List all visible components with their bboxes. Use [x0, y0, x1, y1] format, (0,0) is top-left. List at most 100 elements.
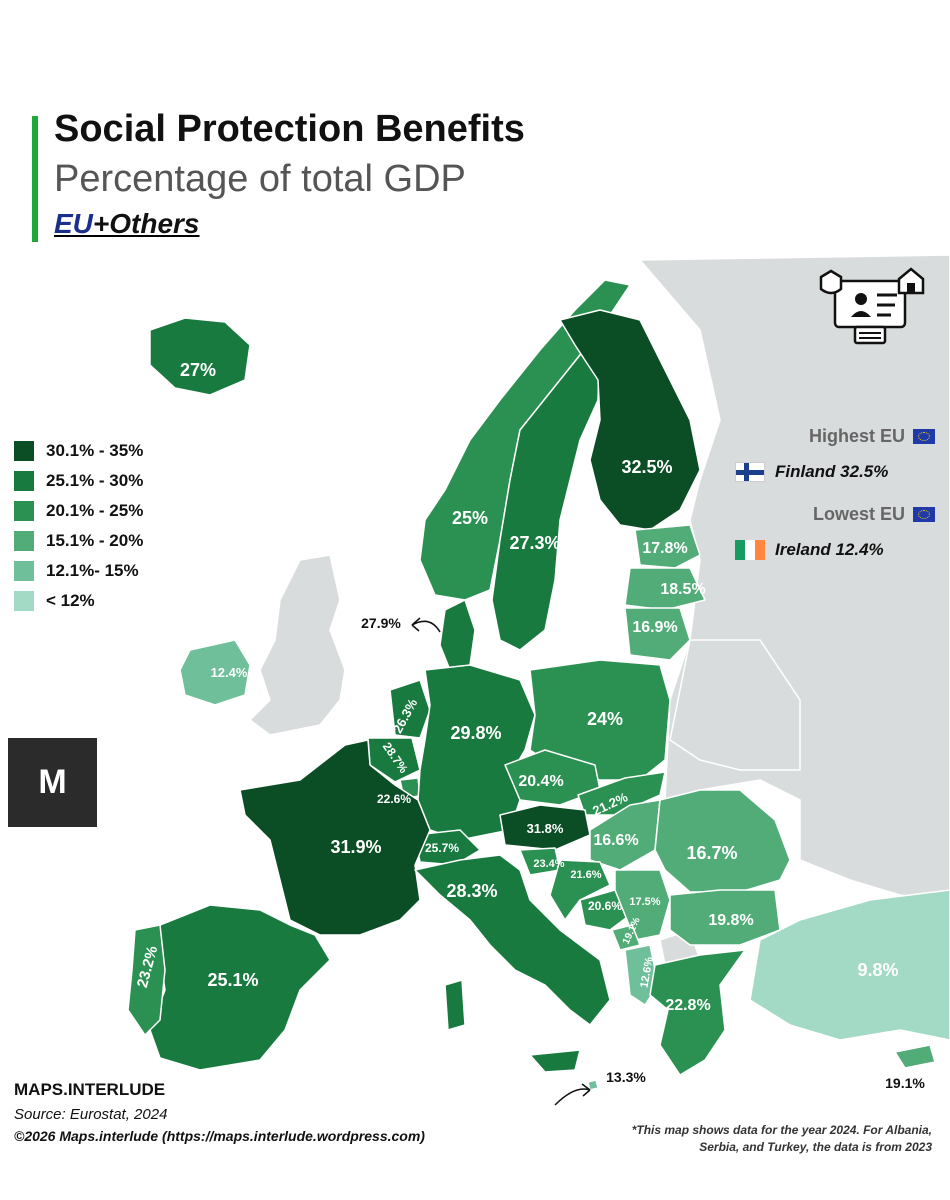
highest-eu-value-row: Finland 32.5%: [735, 454, 935, 490]
legend-swatch: [14, 501, 34, 521]
eu-flag-icon: [913, 506, 935, 522]
label-switzerland: 25.7%: [425, 841, 459, 855]
label-denmark: 27.9%: [361, 615, 401, 631]
country-lithuania: [624, 607, 691, 661]
finland-flag-icon: [735, 462, 765, 482]
label-austria: 31.8%: [527, 821, 564, 836]
highest-eu-value: Finland 32.5%: [775, 462, 889, 481]
legend-item: 15.1% - 20%: [14, 526, 143, 556]
belarus-ukraine-land: [669, 639, 801, 771]
label-lithuania: 16.9%: [632, 619, 677, 636]
label-czechia: 20.4%: [518, 773, 563, 790]
malta-callout-arrow: [554, 1088, 591, 1106]
lowest-eu-label: Lowest EU: [812, 503, 905, 524]
denmark-callout-arrowhead: [411, 617, 421, 632]
country-serbia: [614, 869, 671, 941]
europe-map: 27% 25% 27.3% 32.5% 17.8% 18.5% 16.9% 27…: [127, 254, 950, 1106]
country-sweden: [491, 329, 601, 651]
country-romania: [654, 789, 791, 893]
legend-item: 20.1% - 25%: [14, 496, 143, 526]
country-montenegro: [611, 924, 641, 951]
label-germany: 29.8%: [450, 723, 501, 743]
country-ireland: [179, 639, 251, 706]
country-malta: [587, 1079, 599, 1091]
lowest-eu-value-row: Ireland 12.4%: [735, 532, 935, 568]
legend-label: 20.1% - 25%: [46, 501, 144, 520]
legend-swatch: [14, 531, 34, 551]
lowest-eu-value: Ireland 12.4%: [775, 540, 884, 559]
legend: 30.1% - 35% 25.1% - 30% 20.1% - 25% 15.1…: [14, 436, 143, 616]
legend-label: 15.1% - 20%: [46, 531, 144, 550]
legend-swatch: [14, 471, 34, 491]
country-france: [239, 739, 431, 936]
copyright-notice: ©2026 Maps.interlude (https://maps.inter…: [14, 1128, 425, 1144]
label-sweden: 27.3%: [509, 533, 560, 553]
highlights-box: Highest EU Finland 32.5% Lowest EU Irela…: [735, 418, 935, 568]
label-finland: 32.5%: [621, 457, 672, 477]
legend-label: 12.1%- 15%: [46, 561, 139, 580]
label-malta: 13.3%: [606, 1069, 646, 1085]
label-estonia: 17.8%: [642, 540, 687, 557]
label-romania: 16.7%: [686, 843, 737, 863]
label-cyprus: 19.1%: [885, 1075, 925, 1091]
legend-label: 30.1% - 35%: [46, 441, 144, 460]
label-poland: 24%: [587, 709, 623, 729]
country-bulgaria: [669, 889, 781, 946]
country-portugal: [127, 924, 166, 1036]
label-turkey: 9.8%: [857, 960, 898, 980]
legend-item: 12.1%- 15%: [14, 556, 143, 586]
country-turkey: [749, 889, 950, 1041]
non-data-land: [248, 254, 950, 976]
legend-swatch: [14, 561, 34, 581]
social-benefits-icon: [819, 267, 925, 345]
legend-label: < 12%: [46, 591, 95, 610]
legend-item: 25.1% - 30%: [14, 466, 143, 496]
brand-name: MAPS.INTERLUDE: [14, 1080, 166, 1099]
highest-eu-heading: Highest EU: [735, 418, 935, 454]
denmark-callout-arrow: [411, 620, 441, 633]
scope-eu: EU: [54, 208, 93, 239]
highest-eu-label: Highest EU: [808, 425, 905, 446]
malta-callout-arrowhead: [581, 1083, 591, 1097]
ireland-flag-icon: [735, 540, 765, 560]
label-norway: 25%: [452, 508, 488, 528]
source-credit: Source: Eurostat, 2024: [14, 1106, 168, 1123]
legend-item: 30.1% - 35%: [14, 436, 143, 466]
data-footnote: *This map shows data for the year 2024. …: [631, 1123, 932, 1154]
country-estonia: [634, 524, 701, 569]
label-bosnia: 20.6%: [588, 899, 622, 913]
brand-logo: M: [8, 738, 97, 827]
country-greece: [649, 949, 746, 1076]
page-title: Social Protection Benefits: [54, 108, 525, 150]
country-switzerland: [414, 829, 481, 866]
country-netherlands: [389, 679, 431, 739]
country-italy: [414, 854, 611, 1026]
page-subtitle: Percentage of total GDP: [54, 158, 466, 200]
eu-flag-icon: [913, 428, 935, 444]
title-accent-bar: [32, 116, 38, 242]
country-bosnia: [579, 889, 631, 931]
label-france: 31.9%: [330, 837, 381, 857]
great-britain-land: [248, 554, 346, 736]
label-latvia: 18.5%: [660, 581, 705, 598]
country-cyprus: [894, 1044, 936, 1069]
label-albania: 12.6%: [638, 956, 655, 989]
label-ireland: 12.4%: [211, 665, 248, 680]
label-bulgaria: 19.8%: [708, 912, 753, 929]
lowest-eu-heading: Lowest EU: [735, 496, 935, 532]
label-hungary: 16.6%: [593, 832, 638, 849]
legend-label: 25.1% - 30%: [46, 471, 144, 490]
scope-others: +Others: [92, 208, 200, 239]
label-luxembourg: 22.6%: [377, 792, 411, 806]
country-iceland: [149, 317, 251, 396]
legend-item: < 12%: [14, 586, 143, 616]
scope-label: EU+Others: [54, 208, 200, 240]
label-italy: 28.3%: [446, 881, 497, 901]
legend-swatch: [14, 441, 34, 461]
label-serbia: 17.5%: [629, 896, 660, 908]
country-italy-sicily: [529, 1049, 581, 1073]
label-iceland: 27%: [180, 360, 216, 380]
legend-swatch: [14, 591, 34, 611]
country-latvia: [624, 567, 706, 611]
label-spain: 25.1%: [207, 970, 258, 990]
